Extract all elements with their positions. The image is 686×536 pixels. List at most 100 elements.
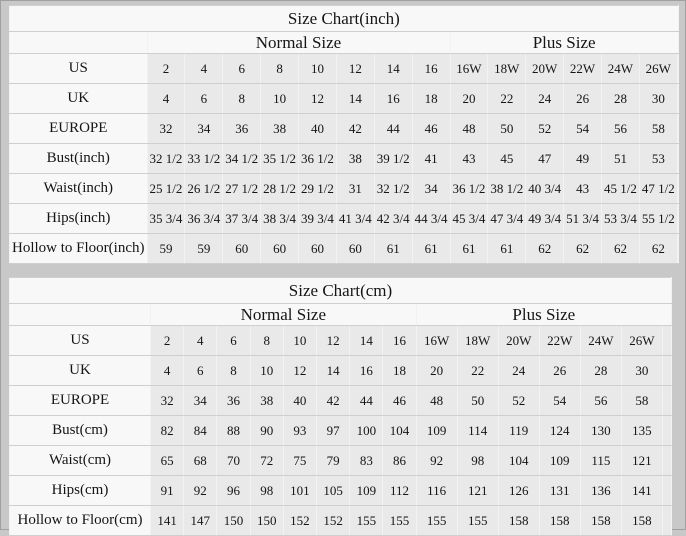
size-value-cell: 60 xyxy=(335,233,375,264)
size-value-cell: 28 xyxy=(601,83,640,114)
spacer-cell xyxy=(676,173,679,204)
row-label: US xyxy=(9,53,148,84)
size-value-cell: 79 xyxy=(316,445,351,476)
size-value-cell: 155 xyxy=(415,505,458,536)
size-value-cell: 10 xyxy=(282,325,318,356)
table-row: Bust(cm) 82 84 88 90 93 97 100 104 109 114 119 124 13… xyxy=(9,415,672,446)
table-row: Hips(cm) 91 92 96 98 101 105 109 112 116 121 126 131… xyxy=(9,475,672,506)
size-value-cell: 2 xyxy=(146,53,186,84)
size-value-cell: 75 xyxy=(282,445,318,476)
size-value-cell: 150 xyxy=(249,505,284,536)
size-value-cell: 6 xyxy=(222,53,262,84)
size-value-cell: 20 xyxy=(415,355,458,386)
size-value-cell: 61 xyxy=(411,233,451,264)
table-row: UK 4 6 8 10 12 14 16 18 20 22 24 26 28 30 xyxy=(9,83,679,114)
size-value-cell: 25 1/2 xyxy=(146,173,186,204)
size-value-cell: 16 xyxy=(373,83,413,114)
spacer-cell xyxy=(676,203,679,234)
size-value-cell: 61 xyxy=(487,233,527,264)
size-value-cell: 65 xyxy=(149,445,185,476)
spacer-cell xyxy=(676,53,679,84)
size-value-cell: 35 1/2 xyxy=(260,143,299,174)
size-value-cell: 158 xyxy=(497,505,540,536)
size-value-cell: 16 xyxy=(411,53,451,84)
size-value-cell: 43 xyxy=(563,173,602,204)
size-value-cell: 41 xyxy=(411,143,451,174)
size-value-cell: 59 xyxy=(184,233,224,264)
row-label: EUROPE xyxy=(9,385,151,416)
size-value-cell: 58 xyxy=(638,113,678,144)
size-value-cell: 98 xyxy=(456,445,499,476)
row-label: Bust(inch) xyxy=(9,143,148,174)
size-value-cell: 98 xyxy=(249,475,284,506)
size-value-cell: 20W xyxy=(525,53,565,84)
size-value-cell: 44 3/4 xyxy=(411,203,451,234)
size-value-cell: 16 xyxy=(349,355,384,386)
size-value-cell: 155 xyxy=(456,505,499,536)
size-value-cell: 40 xyxy=(282,385,318,416)
size-value-cell: 26W xyxy=(620,325,664,356)
size-value-cell: 8 xyxy=(249,325,284,356)
size-value-cell: 32 1/2 xyxy=(146,143,186,174)
size-value-cell: 50 xyxy=(456,385,499,416)
size-value-cell: 104 xyxy=(497,445,540,476)
size-value-cell: 68 xyxy=(183,445,218,476)
size-value-cell: 44 xyxy=(373,113,413,144)
size-value-cell: 12 xyxy=(316,325,351,356)
size-value-cell: 16W xyxy=(449,53,489,84)
table-title: Size Chart(cm) xyxy=(9,277,672,304)
size-value-cell: 126 xyxy=(497,475,540,506)
table-row: Waist(cm) 65 68 70 72 75 79 83 86 92 98 104 109 115 12… xyxy=(9,445,672,476)
size-value-cell: 70 xyxy=(216,445,251,476)
size-value-cell: 14 xyxy=(335,83,375,114)
size-value-cell: 43 xyxy=(449,143,489,174)
size-value-cell: 54 xyxy=(538,385,581,416)
size-value-cell: 93 xyxy=(282,415,318,446)
group-header-spacer xyxy=(9,303,151,326)
size-value-cell: 46 xyxy=(411,113,451,144)
size-value-cell: 92 xyxy=(415,445,458,476)
size-value-cell: 56 xyxy=(601,113,640,144)
row-label: Waist(inch) xyxy=(9,173,148,204)
size-value-cell: 72 xyxy=(249,445,284,476)
size-value-cell: 51 3/4 xyxy=(563,203,602,234)
size-value-cell: 26 xyxy=(563,83,602,114)
size-value-cell: 45 1/2 xyxy=(601,173,640,204)
size-value-cell: 27 1/2 xyxy=(222,173,262,204)
size-value-cell: 40 3/4 xyxy=(525,173,565,204)
row-label: UK xyxy=(9,83,148,114)
size-value-cell: 155 xyxy=(382,505,417,536)
size-value-cell: 49 xyxy=(563,143,602,174)
size-value-cell: 141 xyxy=(149,505,185,536)
row-label: Bust(cm) xyxy=(9,415,151,446)
table-row: UK 4 6 8 10 12 14 16 18 20 22 24 26 28 30 xyxy=(9,355,672,386)
spacer-cell xyxy=(662,325,672,356)
table-row: US 2 4 6 8 10 12 14 16 16W 18W 20W 22W 24W 26W xyxy=(9,325,672,356)
size-value-cell: 6 xyxy=(184,83,224,114)
row-label: EUROPE xyxy=(9,113,148,144)
size-value-cell: 50 xyxy=(487,113,527,144)
size-value-cell: 45 3/4 xyxy=(449,203,489,234)
size-value-cell: 36 xyxy=(216,385,251,416)
size-value-cell: 45 xyxy=(487,143,527,174)
size-value-cell: 26 1/2 xyxy=(184,173,224,204)
size-value-cell: 24 xyxy=(525,83,565,114)
size-value-cell: 32 1/2 xyxy=(373,173,413,204)
size-value-cell: 121 xyxy=(456,475,499,506)
size-value-cell: 53 xyxy=(638,143,678,174)
size-value-cell: 48 xyxy=(415,385,458,416)
size-value-cell: 147 xyxy=(183,505,218,536)
size-value-cell: 24W xyxy=(601,53,640,84)
size-value-cell: 121 xyxy=(620,445,664,476)
size-chart-cm-table: Size Chart(cm) Normal Size Plus Size US 2 4 6 8… xyxy=(9,277,673,536)
size-value-cell: 16W xyxy=(415,325,458,356)
size-value-cell: 24W xyxy=(579,325,622,356)
row-label: Hollow to Floor(inch) xyxy=(9,233,148,264)
size-value-cell: 46 xyxy=(382,385,417,416)
size-value-cell: 109 xyxy=(538,445,581,476)
size-value-cell: 2 xyxy=(149,325,185,356)
size-value-cell: 12 xyxy=(298,83,337,114)
size-value-cell: 34 1/2 xyxy=(222,143,262,174)
size-value-cell: 119 xyxy=(497,415,540,446)
